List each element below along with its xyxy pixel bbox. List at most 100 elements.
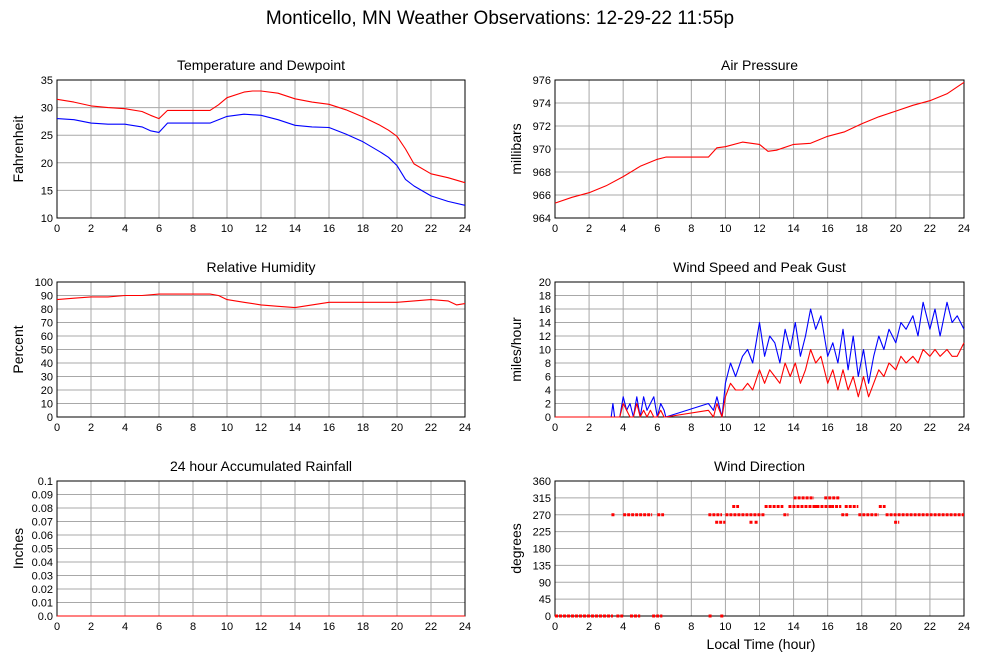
wind-x-tick-label: 12	[753, 422, 765, 434]
humidity-x-tick-label: 22	[425, 422, 437, 434]
direction-y-tick-label: 225	[533, 527, 551, 539]
direction-x-tick-label: 12	[753, 621, 765, 633]
direction-y-tick-label: 270	[533, 510, 551, 522]
rain-x-tick-label: 24	[459, 621, 471, 633]
humidity-x-tick-label: 18	[357, 422, 369, 434]
wind-x-tick-label: 14	[787, 422, 799, 434]
temp-series-1-line	[56, 113, 466, 206]
wind-y-tick-label: 0	[545, 412, 551, 424]
wind-series-0-line	[555, 301, 965, 418]
humidity-x-tick-label: 14	[289, 422, 301, 434]
temp-x-tick-label: 10	[221, 223, 233, 235]
temp-y-tick-label: 25	[41, 130, 53, 142]
direction-plot-frame	[554, 480, 965, 617]
temp-x-tick-label: 6	[156, 223, 162, 235]
wind-x-tick-label: 24	[958, 422, 970, 434]
pressure-x-tick-label: 14	[787, 223, 799, 235]
wind-x-tick-label: 20	[890, 422, 902, 434]
pressure-x-tick-label: 24	[958, 223, 970, 235]
temp-y-tick-label: 20	[41, 158, 53, 170]
rain-title: 24 hour Accumulated Rainfall	[170, 458, 352, 474]
rain-y-tick-label: 0.06	[32, 530, 53, 542]
rain-y-tick-label: 0.02	[32, 584, 53, 596]
pressure-y-tick-label: 976	[533, 75, 551, 87]
rain-x-tick-label: 12	[255, 621, 267, 633]
pressure-x-tick-label: 12	[753, 223, 765, 235]
rain-y-tick-label: 0.01	[32, 598, 53, 610]
rain-y-tick-label: 0.05	[32, 544, 53, 556]
rain-y-tick-label: 0.04	[32, 557, 53, 569]
humidity-x-tick-label: 20	[391, 422, 403, 434]
direction-y-axis-label: degrees	[508, 523, 524, 574]
humidity-x-tick-label: 2	[88, 422, 94, 434]
direction-y-tick-label: 360	[533, 476, 551, 488]
pressure-y-tick-label: 970	[533, 144, 551, 156]
rain-x-tick-label: 22	[425, 621, 437, 633]
humidity-y-tick-label: 20	[41, 385, 53, 397]
humidity-series-0-line	[56, 293, 466, 309]
humidity-y-tick-label: 50	[41, 345, 53, 357]
direction-y-tick-label: 0	[545, 611, 551, 623]
humidity-x-tick-label: 6	[156, 422, 162, 434]
rain-x-tick-label: 4	[122, 621, 128, 633]
rain-y-tick-label: 0.0	[38, 611, 53, 623]
pressure-x-tick-label: 18	[856, 223, 868, 235]
humidity-x-tick-label: 10	[221, 422, 233, 434]
time-axis-label: Local Time (hour)	[706, 636, 816, 652]
wind-y-tick-label: 12	[539, 331, 551, 343]
temp-x-tick-label: 4	[122, 223, 128, 235]
humidity-x-tick-label: 4	[122, 422, 128, 434]
direction-x-tick-label: 22	[924, 621, 936, 633]
wind-plot-frame	[554, 281, 965, 418]
rain-x-tick-label: 2	[88, 621, 94, 633]
wind-y-axis-label: miles/hour	[508, 317, 524, 382]
temp-y-axis-label: Fahrenheit	[10, 115, 26, 182]
temp-x-tick-label: 2	[88, 223, 94, 235]
rain-x-tick-label: 8	[190, 621, 196, 633]
humidity-x-tick-label: 24	[459, 422, 471, 434]
humidity-plot-frame	[56, 281, 466, 418]
wind-title: Wind Speed and Peak Gust	[673, 259, 846, 275]
wind-y-tick-label: 6	[545, 372, 551, 384]
pressure-y-tick-label: 972	[533, 121, 551, 133]
direction-x-tick-label: 20	[890, 621, 902, 633]
pressure-y-axis-label: millibars	[508, 123, 524, 174]
humidity-y-tick-label: 70	[41, 318, 53, 330]
direction-point	[749, 520, 753, 524]
rain-x-tick-label: 0	[54, 621, 60, 633]
rain-x-tick-label: 6	[156, 621, 162, 633]
pressure-y-tick-label: 974	[533, 98, 551, 110]
temp-x-tick-label: 22	[425, 223, 437, 235]
wind-y-tick-label: 10	[539, 345, 551, 357]
humidity-y-tick-label: 0	[47, 412, 53, 424]
rain-x-tick-label: 14	[289, 621, 301, 633]
rain-y-tick-label: 0.03	[32, 571, 53, 583]
direction-x-tick-label: 0	[552, 621, 558, 633]
rain-x-tick-label: 16	[323, 621, 335, 633]
pressure-x-tick-label: 20	[890, 223, 902, 235]
temp-x-tick-label: 18	[357, 223, 369, 235]
rain-y-tick-label: 0.09	[32, 490, 53, 502]
wind-x-tick-label: 4	[620, 422, 626, 434]
temp-series-0-line	[56, 90, 466, 184]
temp-plot-frame	[56, 79, 466, 219]
temp-x-tick-label: 12	[255, 223, 267, 235]
rain-y-axis-label: Inches	[10, 528, 26, 569]
direction-y-tick-label: 180	[533, 544, 551, 556]
direction-point	[708, 614, 712, 618]
pressure-x-tick-label: 8	[688, 223, 694, 235]
wind-y-tick-label: 16	[539, 304, 551, 316]
humidity-y-tick-label: 30	[41, 372, 53, 384]
page-title: Monticello, MN Weather Observations: 12-…	[265, 8, 735, 29]
wind-x-tick-label: 2	[586, 422, 592, 434]
direction-y-tick-label: 135	[533, 560, 551, 572]
wind-x-tick-label: 6	[654, 422, 660, 434]
temp-x-tick-label: 8	[190, 223, 196, 235]
pressure-x-tick-label: 10	[719, 223, 731, 235]
wind-series-1-line	[555, 342, 965, 418]
temp-x-tick-label: 24	[459, 223, 471, 235]
